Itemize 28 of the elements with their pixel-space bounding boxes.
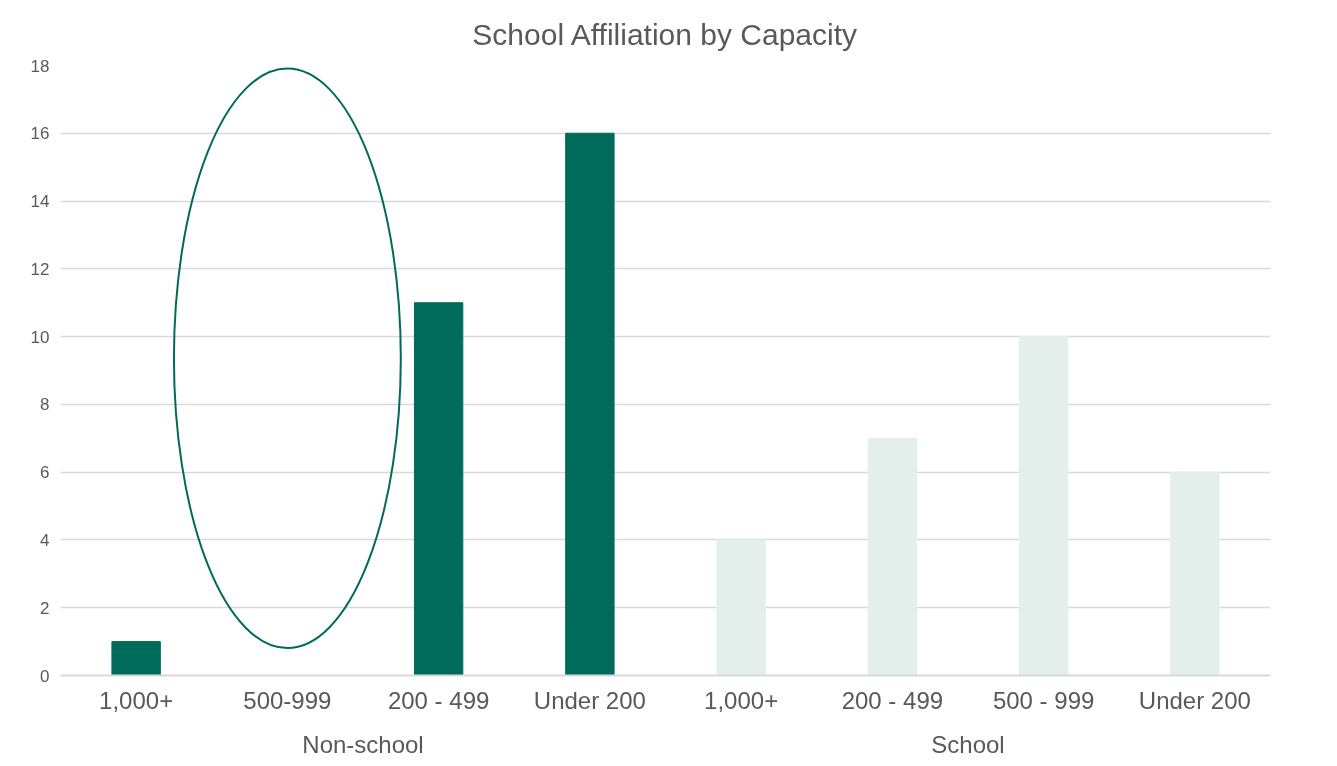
bar bbox=[413, 302, 464, 676]
y-tick-label: 14 bbox=[30, 192, 50, 212]
y-tick-label: 6 bbox=[40, 463, 50, 483]
text: School bbox=[931, 730, 1005, 758]
x-tick-label: 1,000+ bbox=[99, 686, 174, 714]
y-tick-label: 16 bbox=[30, 124, 50, 144]
bar bbox=[565, 132, 615, 676]
bar bbox=[1018, 336, 1069, 676]
y-tick-label: 8 bbox=[40, 395, 50, 415]
x-tick-label: 200 - 499 bbox=[387, 686, 490, 714]
bar bbox=[716, 539, 766, 676]
text: Non-school bbox=[302, 730, 424, 758]
chart-title: School Affiliation by Capacity bbox=[472, 17, 858, 51]
y-tick-label: 12 bbox=[30, 259, 50, 279]
bar bbox=[1170, 471, 1220, 676]
y-tick-label: 10 bbox=[30, 327, 50, 347]
y-tick-label: 18 bbox=[30, 56, 50, 76]
bar bbox=[867, 437, 918, 676]
y-tick-label: 4 bbox=[40, 530, 50, 550]
y-tick-label: 0 bbox=[40, 666, 50, 686]
x-tick-label: 1,000+ bbox=[704, 686, 779, 714]
x-tick-label: 500-999 bbox=[243, 686, 332, 714]
x-tick-label: Under 200 bbox=[533, 686, 646, 714]
x-tick-label: Under 200 bbox=[1138, 686, 1251, 714]
y-tick-label: 2 bbox=[40, 598, 50, 618]
bar bbox=[111, 641, 161, 676]
x-tick-label: 500 - 999 bbox=[992, 686, 1095, 714]
x-tick-label: 200 - 499 bbox=[841, 686, 944, 714]
